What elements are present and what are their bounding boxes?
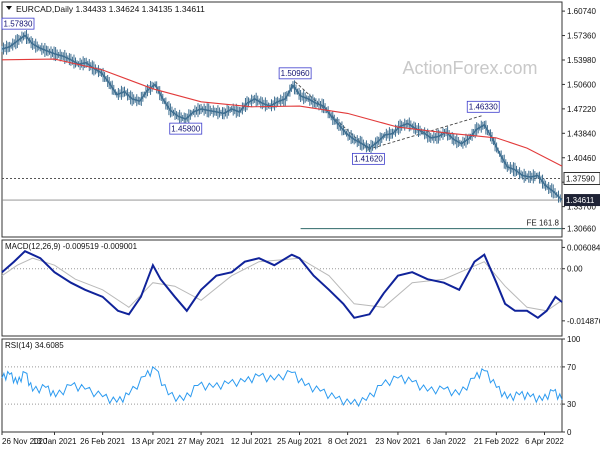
- price-y-tick-label: 1.30660: [567, 225, 596, 234]
- peak-label-box: [278, 67, 312, 80]
- fe-projection-label: FE 161.8: [527, 219, 560, 228]
- price-y-tick-label: 1.33700: [567, 203, 596, 212]
- price-y-tick-label: 1.53980: [567, 56, 596, 65]
- x-axis-tick-label: 25 Aug 2021: [277, 437, 322, 446]
- x-axis-tick-label: 26 Nov 2020: [2, 437, 48, 446]
- price-y-tick-label: 1.40460: [567, 154, 596, 163]
- panel-frame-rsi: [1, 338, 563, 433]
- macd-label: MACD(12,26,9) -0.009519 -0.009001: [5, 242, 138, 251]
- peak-label-box: [466, 100, 500, 113]
- peak-label-text: 1.45800: [171, 124, 200, 133]
- macd-line: [1, 250, 563, 320]
- price-y-tick-label: 1.60740: [567, 7, 596, 16]
- x-axis-tick-label: 6 Apr 2022: [525, 437, 564, 446]
- x-axis-tick-label: 12 Jul 2021: [231, 437, 273, 446]
- rsi-label: RSI(14) 34.6085: [5, 341, 64, 350]
- x-axis-tick-label: 27 May 2021: [178, 437, 225, 446]
- peak-label-text: 1.50960: [281, 69, 310, 78]
- price-y-tick-label: 1.47220: [567, 105, 596, 114]
- x-axis-tick-label: 6 Jan 2022: [426, 437, 466, 446]
- moving-average-line: [1, 58, 563, 167]
- peak-label-box: [1, 17, 35, 30]
- x-axis-tick-label: 21 Feb 2022: [474, 437, 519, 446]
- x-axis-tick-label: 13 Apr 2021: [131, 437, 175, 446]
- panel-frame-price: [1, 1, 563, 238]
- price-y-tick-label: 1.43840: [567, 129, 596, 138]
- price-y-tick-label: 1.57360: [567, 32, 596, 41]
- peak-label-text: 1.57830: [4, 19, 33, 28]
- peak-label-text: 1.41620: [354, 155, 383, 164]
- collapse-triangle-icon: [6, 6, 12, 10]
- x-axis-tick-label: 23 Nov 2021: [375, 437, 421, 446]
- macd-signal-line: [1, 257, 563, 312]
- peak-label-box: [169, 122, 203, 135]
- trend-line-dashed: [294, 81, 369, 150]
- panel-frame-macd: [1, 239, 563, 337]
- price-y-tick-label: 1.50600: [567, 80, 596, 89]
- peak-label-box: [352, 152, 385, 165]
- chart-title: EURCAD,Daily 1.34433 1.34624 1.34135 1.3…: [16, 4, 205, 14]
- rsi-y-tick-label: 0: [567, 428, 572, 437]
- macd-y-tick-label: -0.014876: [567, 317, 600, 326]
- level-box: [563, 172, 600, 186]
- peak-label-text: 1.46330: [469, 103, 498, 112]
- rsi-y-tick-label: 100: [567, 335, 581, 344]
- rsi-line: [1, 366, 563, 408]
- x-axis-tick-label: 13 Jan 2021: [32, 437, 77, 446]
- macd-y-tick-label: 0.00: [567, 265, 583, 274]
- x-axis-tick-label: 26 Feb 2021: [80, 437, 125, 446]
- x-axis-tick-label: 8 Oct 2021: [328, 437, 368, 446]
- level-box-label: 1.37590: [566, 175, 595, 184]
- macd-y-tick-label: 0.006084: [567, 243, 600, 252]
- rsi-y-tick-label: 70: [567, 363, 576, 372]
- current-price-label: 1.34611: [566, 196, 595, 205]
- watermark: ActionForex.com: [402, 58, 537, 78]
- rsi-y-tick-label: 30: [567, 400, 576, 409]
- current-price-box: [564, 194, 600, 207]
